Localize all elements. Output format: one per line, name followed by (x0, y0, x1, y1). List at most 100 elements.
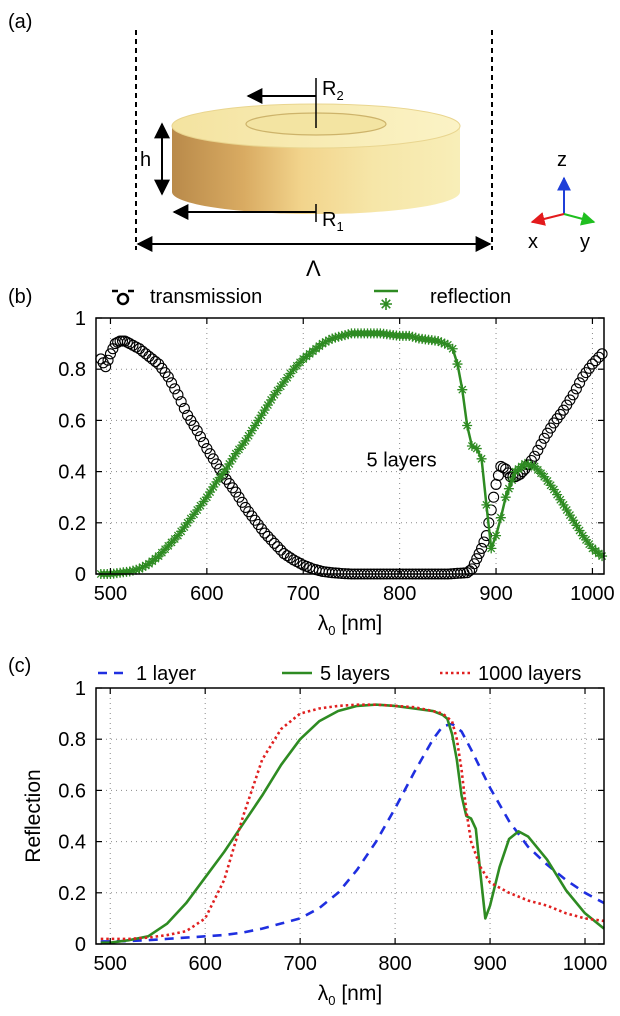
reflection-marker (555, 494, 566, 505)
transmission-marker (140, 348, 152, 360)
reflection-marker (333, 331, 344, 342)
reflection-marker (217, 468, 228, 479)
transmission-marker (567, 389, 579, 401)
height-label: h (140, 149, 151, 171)
transmission-marker (529, 450, 541, 462)
reflection-marker (253, 415, 264, 426)
reflection-marker (124, 566, 135, 577)
transmission-marker (473, 547, 485, 560)
transmission-marker (284, 552, 296, 564)
reflection-marker (495, 512, 506, 523)
reflection-marker (275, 381, 286, 392)
reflection-marker (182, 517, 193, 528)
legend-symbol-marker (380, 298, 392, 310)
x-axis-arrow (530, 212, 565, 226)
reflection-marker (491, 530, 502, 541)
reflection-marker (564, 510, 575, 521)
transmission-marker (490, 478, 502, 490)
reflection-marker (476, 453, 487, 464)
transmission-marker (143, 350, 155, 362)
x-tick-label: 700 (283, 953, 316, 975)
y-tick-label: 0.6 (58, 410, 86, 432)
reflection-marker (272, 385, 283, 396)
y-tick-label: 1 (75, 308, 86, 330)
reflection-marker (457, 384, 468, 395)
series-line-5-layers (100, 703, 605, 945)
transmission-marker (262, 530, 274, 543)
transmission-marker (471, 553, 483, 565)
y-axis-arrow (563, 211, 596, 226)
reflection-marker (452, 359, 463, 370)
reflection-marker (542, 475, 553, 486)
reflection-marker (201, 492, 212, 503)
reflection-marker (198, 496, 209, 507)
reflection-marker (259, 405, 270, 416)
legend-label: 1000 layers (478, 663, 581, 685)
reflection-marker (192, 505, 203, 515)
transmission-marker (100, 361, 112, 373)
reflection-marker (195, 500, 206, 511)
transmission-marker (121, 336, 133, 348)
transmission-marker (265, 534, 277, 546)
transmission-marker (590, 355, 602, 367)
legend-label: 5 layers (320, 663, 390, 685)
reflection-marker (581, 534, 592, 545)
reflection-marker (185, 513, 196, 524)
reflection-marker (503, 483, 514, 494)
x-tick-label: 800 (383, 583, 416, 605)
reflection-marker (282, 372, 293, 383)
transmission-marker (104, 348, 117, 360)
reflection-marker (320, 336, 331, 347)
x-axis-label-unit: [nm] (336, 612, 383, 635)
reflection-marker (250, 420, 261, 431)
legend-item-5-layers: 5 layers (282, 663, 390, 685)
y-tick-label: 0.2 (58, 513, 86, 535)
reflection-marker (519, 458, 530, 469)
reflection-marker (548, 484, 559, 495)
y-tick-label: 0.8 (58, 359, 86, 381)
reflection-marker (323, 335, 334, 346)
legend-label: 1 layer (136, 663, 196, 685)
transmission-marker (478, 536, 490, 548)
transmission-marker (574, 377, 586, 389)
reflection-marker (466, 441, 477, 451)
transmission-marker (596, 348, 608, 360)
transmission-marker (198, 437, 210, 449)
y-axis-label: Reflection (22, 769, 45, 862)
x-tick-label: 500 (94, 953, 127, 975)
reflection-marker (266, 394, 277, 405)
transmission-marker (162, 371, 174, 383)
reflection-marker (246, 425, 257, 436)
reflection-marker (208, 481, 219, 492)
legend-item-1-layer: 1 layer (98, 663, 196, 685)
reflection-marker (500, 492, 511, 503)
transmission-marker (535, 438, 547, 450)
transmission-marker (102, 354, 114, 366)
x-axis-label: x (528, 231, 538, 253)
x-tick-label: 500 (94, 583, 127, 605)
reflection-marker (340, 330, 351, 341)
reflection-marker (410, 332, 421, 343)
reflection-marker (568, 515, 579, 526)
y-tick-label: 0 (75, 564, 86, 586)
transmission-marker (532, 444, 544, 456)
x-tick-label: 900 (479, 583, 512, 605)
reflection-marker (471, 443, 482, 454)
reflection-marker (127, 565, 138, 576)
legend-item-transmission: transmission (112, 286, 262, 308)
reflection-marker (558, 499, 569, 510)
reflection-marker (481, 499, 492, 510)
reflection-marker (571, 520, 582, 531)
reflection-marker (327, 333, 338, 344)
reflection-marker (317, 338, 328, 349)
reflection-marker (507, 475, 518, 486)
y-tick-label: 0.4 (58, 832, 86, 854)
y-tick-label: 1 (75, 678, 86, 700)
chart-annotation: 5 layers (367, 449, 437, 471)
plot-frame (95, 317, 605, 575)
reflection-marker (447, 343, 458, 354)
reflection-marker (140, 560, 151, 571)
transmission-marker (178, 402, 190, 415)
